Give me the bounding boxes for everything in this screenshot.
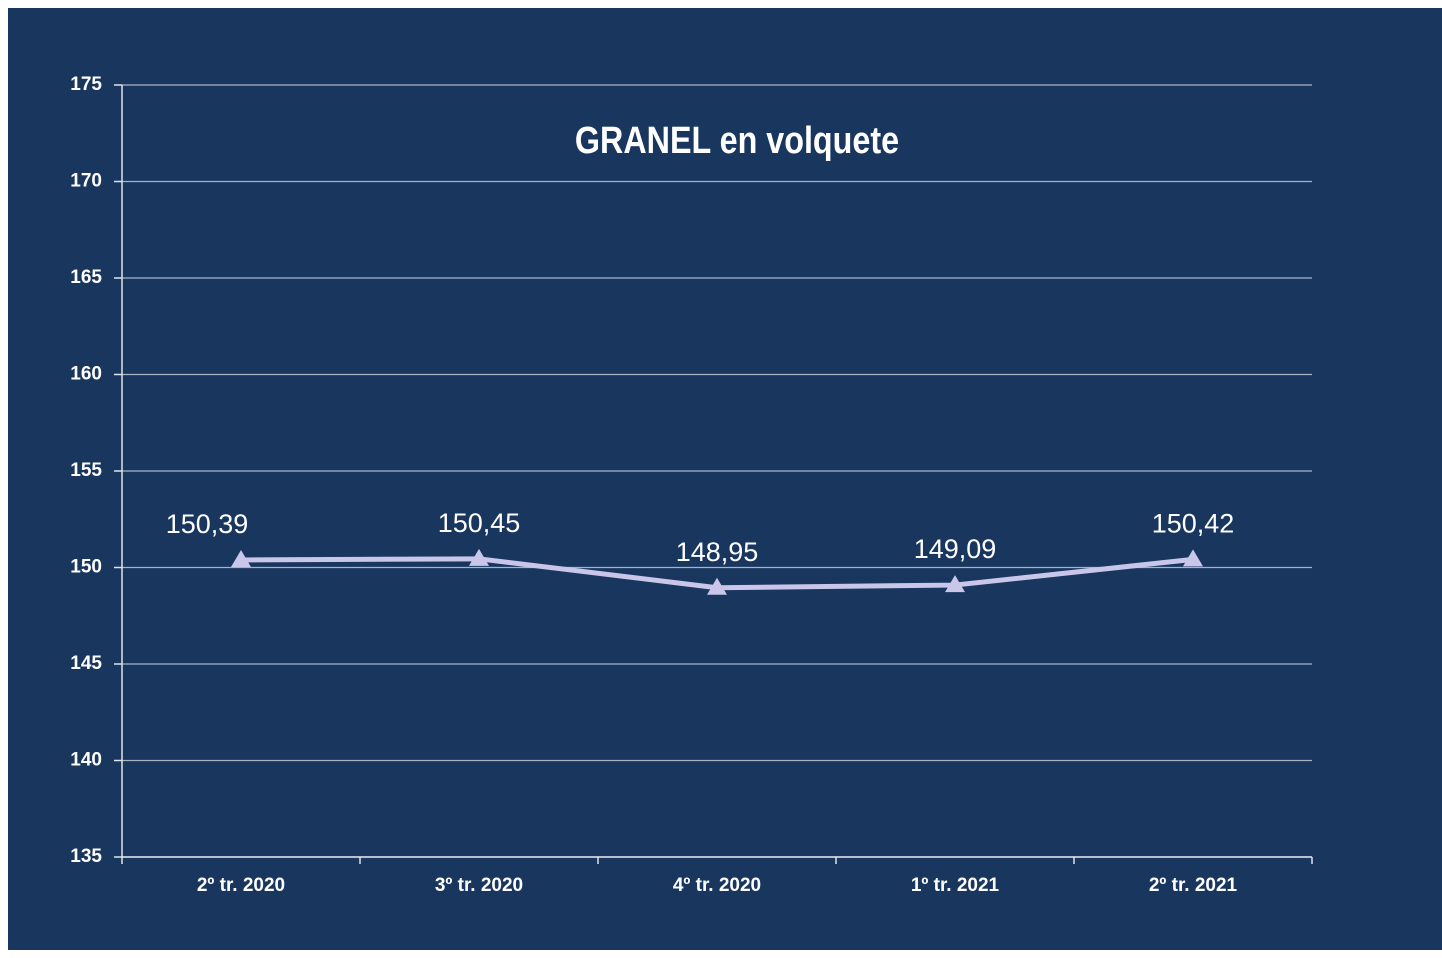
data-point [707,577,727,595]
y-tick-label: 155 [70,460,102,481]
y-tick-label: 170 [70,171,102,192]
x-tick-label: 1º tr. 2021 [911,875,1000,896]
data-label: 148,95 [676,537,759,567]
data-label: 150,39 [166,509,249,539]
x-tick-label: 2º tr. 2021 [1149,875,1238,896]
data-label: 150,45 [438,508,521,538]
data-label: 150,42 [1152,509,1235,539]
y-tick-label: 165 [70,267,102,288]
data-point [1183,549,1203,567]
chart-title: GRANEL en volquete [575,120,899,162]
x-tick-label: 2º tr. 2020 [197,875,285,896]
y-tick-label: 140 [70,750,102,771]
y-tick-label: 160 [70,364,102,385]
data-point [469,548,489,566]
x-tick-label: 4º tr. 2020 [673,875,761,896]
data-label: 149,09 [914,534,997,564]
x-tick-label: 3º tr. 2020 [435,875,523,896]
chart-background [8,8,1442,950]
y-tick-label: 150 [70,557,102,578]
data-point [231,549,251,567]
y-tick-label: 135 [70,846,102,867]
y-tick-label: 145 [70,653,102,674]
data-point [945,575,965,593]
y-tick-label: 175 [70,74,102,95]
